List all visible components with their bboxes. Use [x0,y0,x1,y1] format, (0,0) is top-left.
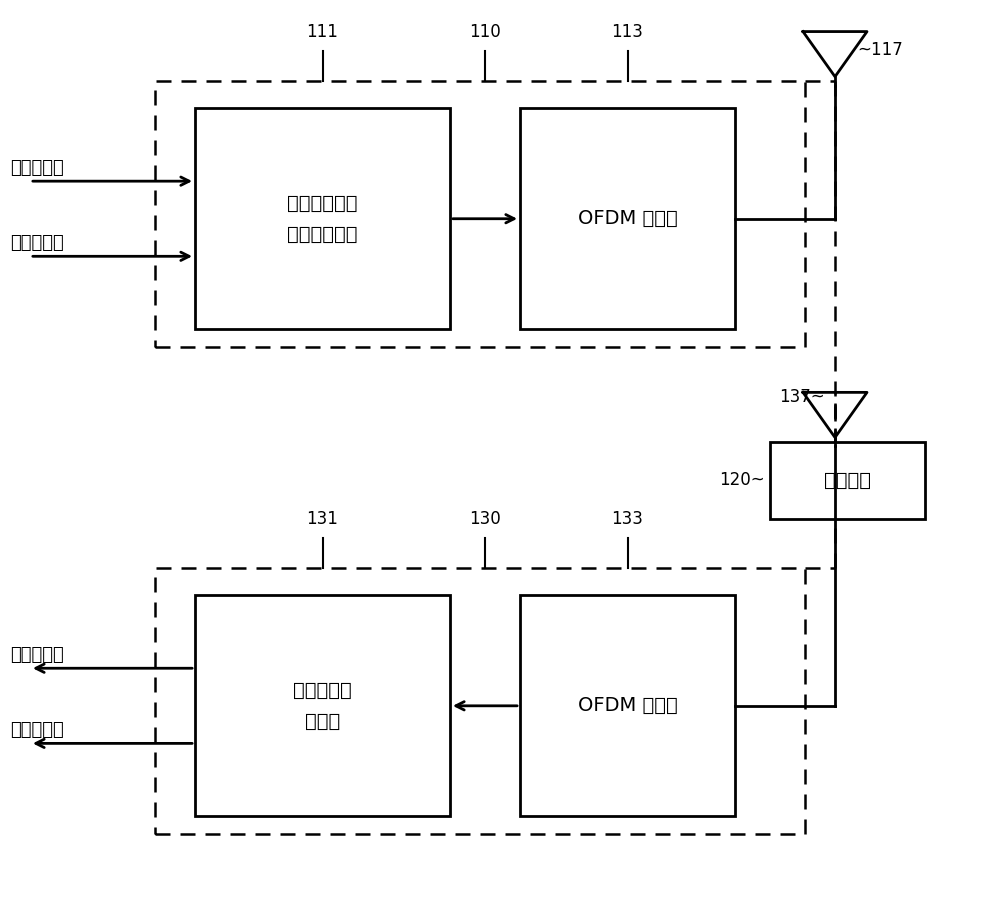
Bar [155,568,805,834]
Text: 131: 131 [307,510,338,528]
Text: 113: 113 [612,23,643,41]
Text: ~117: ~117 [857,41,903,59]
Bar [195,595,450,816]
Text: 133: 133 [612,510,643,528]
Text: OFDM 发射器: OFDM 发射器 [578,209,677,228]
Bar [195,108,450,329]
Text: 137~: 137~ [779,388,825,406]
Text: 110: 110 [469,23,501,41]
Text: 120~: 120~ [719,472,765,489]
Text: 核心层数据: 核心层数据 [10,646,64,664]
Bar [770,442,925,519]
Text: 用于生成广播
信号帧的设备: 用于生成广播 信号帧的设备 [287,194,358,244]
Text: 信号解多路
复用器: 信号解多路 复用器 [293,681,352,731]
Text: 无线信道: 无线信道 [824,471,871,490]
Text: 增强层数据: 增强层数据 [10,234,64,252]
Text: 核心层数据: 核心层数据 [10,159,64,177]
Text: 130: 130 [469,510,501,528]
Bar [155,81,805,347]
Text: 增强层数据: 增强层数据 [10,721,64,739]
Text: OFDM 接收器: OFDM 接收器 [578,696,677,715]
Text: 111: 111 [307,23,338,41]
Bar [520,595,735,816]
Bar [520,108,735,329]
